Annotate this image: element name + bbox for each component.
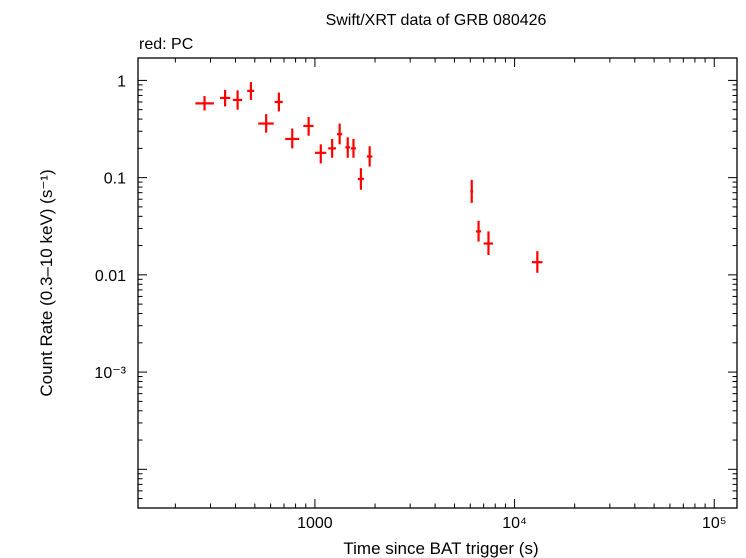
y-tick-label: 10⁻³ — [94, 365, 126, 382]
data-point — [345, 137, 351, 158]
x-axis-label: Time since BAT trigger (s) — [343, 539, 538, 558]
y-tick-label: 1 — [117, 73, 126, 90]
data-point — [531, 251, 543, 273]
chart-subtitle: red: PC — [139, 36, 193, 53]
data-point — [220, 89, 231, 107]
chart-title: Swift/XRT data of GRB 080426 — [326, 12, 547, 29]
x-tick-label: 10⁴ — [502, 515, 527, 532]
data-point — [195, 96, 214, 111]
data-point — [357, 168, 364, 190]
data-point — [232, 90, 243, 110]
data-point — [475, 220, 482, 242]
plot-frame — [137, 57, 738, 509]
x-tick-label: 1000 — [297, 515, 333, 532]
tick-labels: 1000 10⁴ 10⁵ 1 0.1 0.01 10⁻³ — [94, 73, 726, 532]
data-point — [328, 138, 336, 158]
data-point — [258, 114, 274, 133]
data-point — [350, 138, 356, 158]
data-point — [274, 92, 283, 112]
y-tick-label: 0.01 — [95, 268, 126, 285]
y-axis-label: Count Rate (0.3–10 keV) (s⁻¹) — [37, 169, 56, 396]
data-point — [314, 144, 327, 164]
data-point — [483, 231, 494, 256]
data-point — [366, 146, 373, 167]
data-point — [470, 179, 474, 203]
data-point — [336, 123, 343, 145]
data-point — [247, 82, 255, 100]
data-series-pc — [195, 82, 543, 273]
x-tick-label: 10⁵ — [702, 515, 726, 532]
data-point — [303, 117, 314, 136]
y-tick-label: 0.1 — [104, 171, 126, 188]
data-point — [285, 128, 300, 149]
tick-marks — [138, 58, 737, 509]
